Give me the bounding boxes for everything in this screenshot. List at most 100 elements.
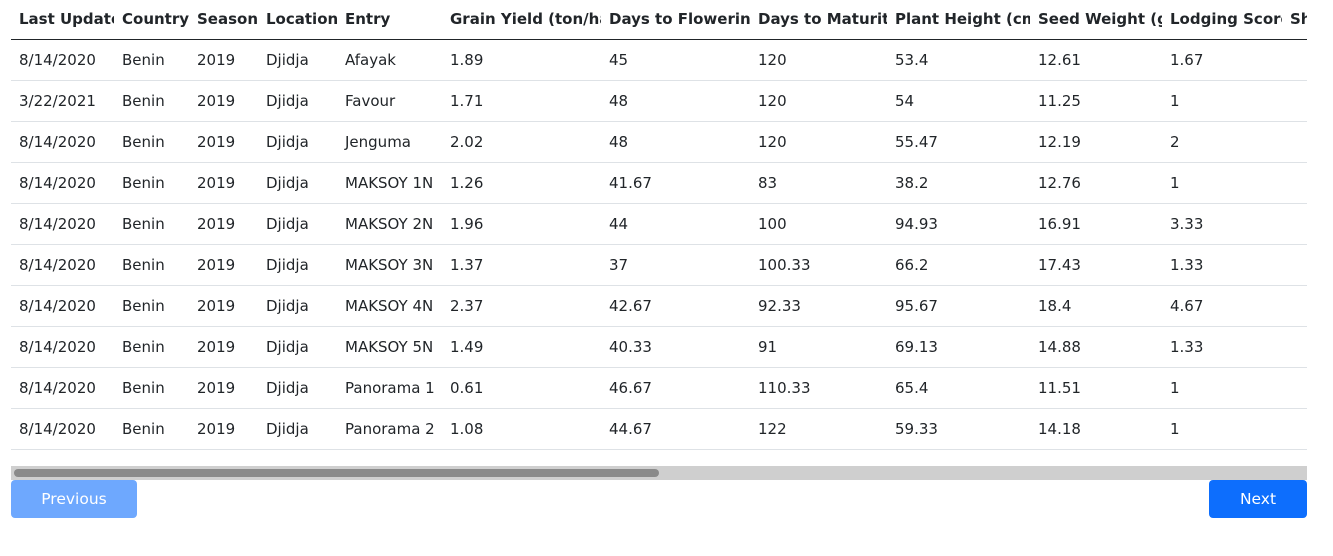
table-row: 8/14/2020 Benin 2019 Djidja MAKSOY 3N 1.37 37 1… [11, 244, 1307, 286]
column-header: Seed Weight (g) [1030, 0, 1162, 40]
table-cell: Djidja [258, 244, 337, 286]
table-cell: Afayak [337, 39, 442, 81]
table-cell: 120 [750, 80, 887, 122]
table-cell: 44.67 [601, 408, 750, 450]
table-cell: MAKSOY 5N [337, 326, 442, 368]
table-cell: 0.61 [442, 367, 601, 409]
column-header: Entry [337, 0, 442, 40]
table-cell: 1.08 [442, 408, 601, 450]
table-cell: 110.33 [750, 367, 887, 409]
table-cell: MAKSOY 4N [337, 285, 442, 327]
column-header: Days to Maturity [750, 0, 887, 40]
table-cell: 41.67 [601, 162, 750, 204]
table-cell: 2.02 [442, 121, 601, 163]
table-header: Last Update Country Season Location Entry Gra… [11, 0, 1307, 40]
table-cell: 42.67 [601, 285, 750, 327]
table-cell: 1 [1162, 162, 1282, 204]
table-cell: 8/14/2020 [11, 162, 114, 204]
table-cell: 59.33 [887, 408, 1030, 450]
table-cell: 14.18 [1030, 408, 1162, 450]
table-body: 8/14/2020 Benin 2019 Djidja Afayak 1.89 45 120 5… [11, 39, 1307, 450]
table-cell: 1.96 [442, 203, 601, 245]
table-cell: 1.33 [1162, 326, 1282, 368]
data-table: Last Update Country Season Location Entry Gra… [11, 0, 1307, 450]
table-cell: Benin [114, 203, 189, 245]
table-cell: 12.76 [1030, 162, 1162, 204]
table-cell: Benin [114, 244, 189, 286]
table-cell: Djidja [258, 162, 337, 204]
table-cell: Djidja [258, 39, 337, 81]
table-cell: 2019 [189, 408, 258, 450]
table-cell: 2019 [189, 326, 258, 368]
table-row: 8/14/2020 Benin 2019 Djidja MAKSOY 1N 1.26 41.… [11, 162, 1307, 204]
table-cell: Djidja [258, 285, 337, 327]
next-page-button[interactable]: Next Page [1209, 480, 1307, 546]
column-header: Plant Height (cm) [887, 0, 1030, 40]
table-cell: 1 [1162, 367, 1282, 409]
table-cell: 2019 [189, 121, 258, 163]
column-header: Days to Flowering [601, 0, 750, 40]
column-header: Season [189, 0, 258, 40]
previous-page-button[interactable]: Previous Page [11, 480, 137, 546]
table-cell: Benin [114, 39, 189, 81]
table-cell: Favour [337, 80, 442, 122]
table-cell: Djidja [258, 203, 337, 245]
table-cell: 38.2 [887, 162, 1030, 204]
table-cell: MAKSOY 2N [337, 203, 442, 245]
header-row: Last Update Country Season Location Entry Gra… [11, 0, 1307, 40]
table-cell: 37 [601, 244, 750, 286]
table-cell: 48 [601, 121, 750, 163]
table-cell: 44 [601, 203, 750, 245]
table-cell: 1.89 [442, 39, 601, 81]
table-cell: 2.37 [442, 285, 601, 327]
column-header: Lodging Score [1162, 0, 1282, 40]
table-cell: 8/14/2020 [11, 285, 114, 327]
table-cell: 83 [750, 162, 887, 204]
table-cell: 11.51 [1030, 367, 1162, 409]
table-cell: 12.61 [1030, 39, 1162, 81]
table-cell: 122 [750, 408, 887, 450]
table-cell [1282, 80, 1307, 122]
table-cell: 95.67 [887, 285, 1030, 327]
table-cell [1282, 244, 1307, 286]
table-cell: 100.33 [750, 244, 887, 286]
table-cell: 48 [601, 80, 750, 122]
table-cell: 8/14/2020 [11, 39, 114, 81]
table-cell: 14.88 [1030, 326, 1162, 368]
table-cell: 3/22/2021 [11, 80, 114, 122]
table-cell: 69.13 [887, 326, 1030, 368]
table-cell: 40.33 [601, 326, 750, 368]
table-row: 8/14/2020 Benin 2019 Djidja MAKSOY 2N 1.96 44 1… [11, 203, 1307, 245]
table-cell: Benin [114, 162, 189, 204]
table-cell: 11.25 [1030, 80, 1162, 122]
table-cell: 66.2 [887, 244, 1030, 286]
table-cell: 91 [750, 326, 887, 368]
column-header: Last Update [11, 0, 114, 40]
table-cell [1282, 203, 1307, 245]
scrollbar-thumb[interactable] [14, 469, 659, 477]
table-cell: 1.26 [442, 162, 601, 204]
table-cell [1282, 408, 1307, 450]
table-cell: 53.4 [887, 39, 1030, 81]
table-cell: 2019 [189, 39, 258, 81]
table-row: 8/14/2020 Benin 2019 Djidja MAKSOY 5N 1.49 40.… [11, 326, 1307, 368]
table-cell: 8/14/2020 [11, 121, 114, 163]
table-cell: Djidja [258, 367, 337, 409]
table-cell [1282, 367, 1307, 409]
table-cell: 1.71 [442, 80, 601, 122]
column-header: Location [258, 0, 337, 40]
table-cell: 17.43 [1030, 244, 1162, 286]
table-cell: 1.49 [442, 326, 601, 368]
table-cell: MAKSOY 1N [337, 162, 442, 204]
column-header: Grain Yield (ton/ha) [442, 0, 601, 40]
table-cell [1282, 326, 1307, 368]
table-cell: 94.93 [887, 203, 1030, 245]
table-cell: 18.4 [1030, 285, 1162, 327]
horizontal-scrollbar[interactable] [11, 466, 1307, 480]
table-row: 8/14/2020 Benin 2019 Djidja Afayak 1.89 45 120 5… [11, 39, 1307, 81]
table-cell: 2019 [189, 244, 258, 286]
table-cell: 12.19 [1030, 121, 1162, 163]
table-cell: Benin [114, 121, 189, 163]
table-cell: 65.4 [887, 367, 1030, 409]
table-cell: Djidja [258, 326, 337, 368]
